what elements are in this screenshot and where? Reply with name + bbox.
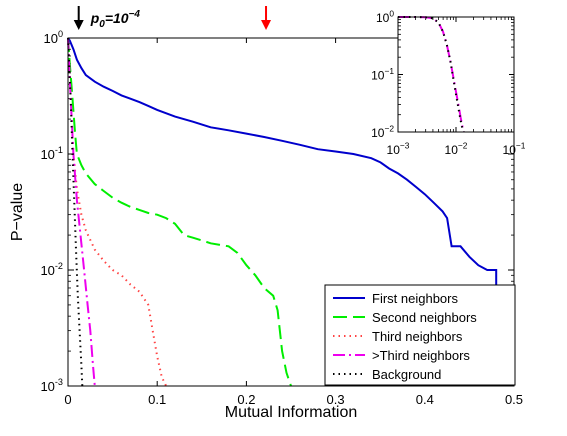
inset-x-tick-label: 10−1 [503,141,526,157]
series-line-2 [67,37,168,387]
series-line-0 [67,37,515,306]
inset-y-tick-label: 100 [376,9,394,25]
legend: First neighbors Second neighbors Third nei… [324,284,516,386]
legend-label-0: First neighbors [372,291,458,306]
legend-label-4: Background [372,367,441,382]
series-line-1 [67,37,292,387]
p0-arrow: p0=10−4 [73,6,141,30]
plot-frame [67,37,515,387]
legend-label-2: Third neighbors [372,329,463,344]
inset-x-tick-label: 10−2 [445,141,468,157]
y-tick-label: 10-3 [40,377,63,394]
p0-label: p0=10−4 [90,9,141,30]
inset-y-tick-label: 10−1 [371,66,394,82]
legend-label-1: Second neighbors [372,310,477,325]
y-tick-label: 10-2 [40,261,63,278]
x-tick-label: 0 [64,392,71,407]
x-tick-label: 0.2 [237,392,255,407]
x-tick-label: 0.1 [148,392,166,407]
arrow-head [73,20,84,30]
inset-y-tick-label: 10−2 [371,124,394,140]
x-tick-label: 0.5 [505,392,523,407]
x-tick-label: 0.4 [416,392,434,407]
x-axis-label: Mutual Information [225,404,358,421]
legend-label-3: >Third neighbors [372,348,470,363]
y-axis-label: P−value [9,183,26,241]
y-tick-label: 10-1 [40,145,63,162]
threshold-arrow [261,6,272,30]
inset-x-tick-label: 10−3 [387,141,410,157]
y-tick-label: 100 [43,29,63,46]
x-tick-label: 0.3 [327,392,345,407]
inset-area [398,17,514,132]
legend-box [324,284,516,386]
arrow-head [261,20,272,30]
